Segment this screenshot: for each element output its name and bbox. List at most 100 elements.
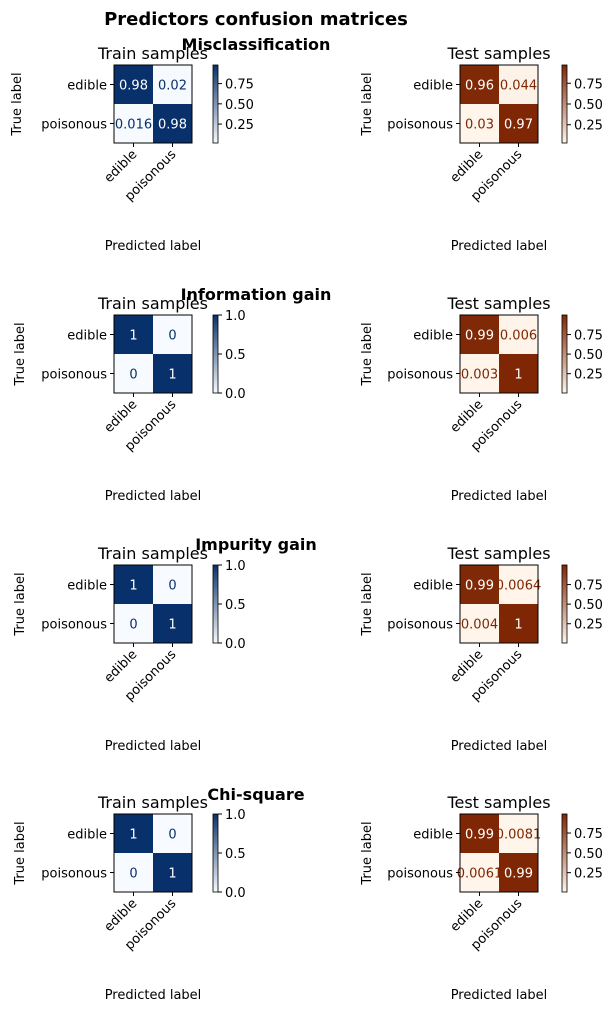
cell-value-label: 0.003 (461, 368, 498, 383)
y-tick-label: edible (413, 828, 453, 843)
colorbar-tick-label: 1.0 (225, 808, 246, 823)
cell-value-label: 0 (168, 329, 176, 344)
cell-value-label: 0.98 (119, 79, 148, 94)
y-tick-label: poisonous (387, 368, 453, 383)
cell-value-label: 0.99 (465, 579, 494, 594)
x-axis-label: Predicted label (105, 988, 202, 1003)
cell-value-label: 1 (168, 618, 176, 633)
matrix-cell (460, 814, 499, 853)
y-tick-label: edible (67, 579, 107, 594)
colorbar-tick-label: 0.75 (574, 579, 603, 594)
section-title: Information gain (181, 285, 332, 304)
cell-value-label: 1 (514, 618, 522, 633)
section-title: Misclassification (182, 35, 331, 54)
matrix-cell (114, 65, 153, 104)
matrix-cell (114, 315, 153, 354)
x-axis-label: Predicted label (451, 239, 548, 254)
x-axis-label: Predicted label (451, 489, 548, 504)
axes-title: Train samples (97, 544, 208, 563)
colorbar-tick-label: 0.25 (225, 118, 254, 133)
colorbar (561, 564, 568, 644)
matrix-cell (153, 104, 192, 143)
colorbar-tick-label: 0.5 (225, 348, 246, 363)
matrix-cell (153, 354, 192, 393)
cell-value-label: 0.004 (461, 618, 498, 633)
axes-title: Train samples (97, 44, 208, 63)
cell-value-label: 0.97 (504, 118, 533, 133)
cell-value-label: 0.99 (465, 329, 494, 344)
colorbar (561, 314, 568, 394)
cell-value-label: 1 (129, 579, 137, 594)
figure-title: Predictors confusion matrices (104, 9, 408, 30)
cell-value-label: 0.044 (500, 79, 537, 94)
colorbar-tick-label: 0.0 (225, 886, 246, 901)
matrix-frame (459, 813, 539, 893)
y-tick-label: poisonous (387, 618, 453, 633)
cell-value-label: 0.016 (115, 118, 152, 133)
matrix-cell (499, 354, 538, 393)
colorbar-tick-label: 0.50 (225, 98, 254, 113)
matrix-cell (114, 853, 153, 892)
cell-value-label: 0 (129, 368, 137, 383)
y-axis-label: True label (360, 72, 375, 136)
colorbar (212, 314, 219, 394)
cell-value-label: 0.0064 (496, 579, 542, 594)
confusion-matrix-test-2: Test samples 0.99 0.006 0.003 1 edible poisono… (360, 294, 603, 504)
cell-value-label: 0 (129, 867, 137, 882)
colorbar (561, 64, 568, 144)
colorbar (212, 813, 219, 893)
colorbar-tick-label: 0.75 (574, 77, 603, 92)
axes-title: Test samples (446, 44, 550, 63)
matrix-cell (153, 853, 192, 892)
colorbar-tick-label: 0.50 (574, 98, 603, 113)
colorbar-tick-label: 0.25 (574, 368, 603, 383)
matrix-cell (499, 104, 538, 143)
y-axis-label: True label (360, 322, 375, 386)
cell-value-label: 0.03 (465, 118, 494, 133)
matrix-cell (460, 853, 499, 892)
colorbar (212, 564, 219, 644)
matrix-cell (499, 814, 538, 853)
colorbar-tick-label: 0.5 (225, 598, 246, 613)
x-axis-label: Predicted label (451, 988, 548, 1003)
y-tick-label: edible (67, 79, 107, 94)
y-axis-label: True label (10, 72, 25, 136)
cell-value-label: 0.0081 (496, 828, 542, 843)
matrix-cell (114, 354, 153, 393)
colorbar (212, 64, 219, 144)
cell-value-label: 0.006 (500, 329, 537, 344)
colorbar-tick-label: 0.5 (225, 847, 246, 862)
colorbar-tick-label: 0.0 (225, 637, 246, 652)
matrix-frame (113, 314, 193, 394)
cell-value-label: 1 (168, 368, 176, 383)
cell-value-label: 0 (168, 828, 176, 843)
colorbar-tick-label: 0.50 (574, 598, 603, 613)
matrix-frame (459, 564, 539, 644)
matrix-cell (114, 604, 153, 643)
cell-value-label: 0.0061 (457, 867, 503, 882)
colorbar-tick-label: 0.50 (574, 847, 603, 862)
matrix-frame (113, 564, 193, 644)
matrix-cell (499, 315, 538, 354)
y-tick-label: edible (67, 329, 107, 344)
cell-value-label: 0.02 (158, 79, 187, 94)
colorbar-tick-label: 1.0 (225, 309, 246, 324)
x-axis-label: Predicted label (451, 739, 548, 754)
cell-value-label: 0 (129, 618, 137, 633)
y-axis-label: True label (13, 821, 28, 885)
y-tick-label: edible (413, 329, 453, 344)
colorbar-tick-label: 0.75 (574, 329, 603, 344)
y-axis-label: True label (360, 821, 375, 885)
section-title: Impurity gain (195, 535, 317, 554)
matrix-cell (499, 853, 538, 892)
x-axis-label: Predicted label (105, 239, 202, 254)
colorbar (561, 813, 568, 893)
matrix-cell (153, 315, 192, 354)
matrix-frame (113, 813, 193, 893)
